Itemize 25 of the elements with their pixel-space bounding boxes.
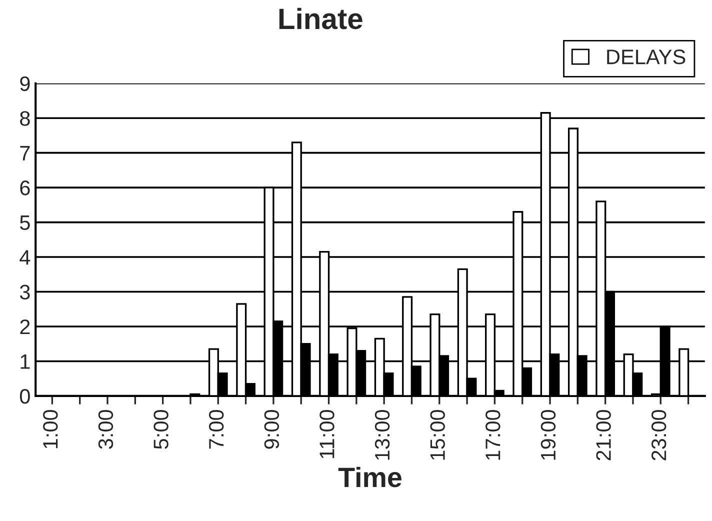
x-tick-label: 11:00 xyxy=(320,410,334,458)
y-tick-label: 1 xyxy=(20,354,30,369)
y-tick-label: 8 xyxy=(20,111,30,126)
x-tick-label: 23:00 xyxy=(651,410,666,460)
y-tick-label: 6 xyxy=(20,180,30,196)
x-tick-label: 5:00 xyxy=(154,410,168,449)
x-tick-label: 1:00 xyxy=(43,410,58,448)
x-tick-label: 9:00 xyxy=(264,410,280,449)
x-tick-label: 13:00 xyxy=(374,410,390,460)
y-tick-label: 4 xyxy=(20,250,30,265)
legend-label: DELAYS xyxy=(607,50,686,64)
x-tick-label: 7:00 xyxy=(208,410,224,449)
y-tick-label: 9 xyxy=(20,76,30,92)
y-tick-label: 7 xyxy=(20,146,30,160)
y-tick-label: 2 xyxy=(20,319,30,334)
x-tick-label: 21:00 xyxy=(596,410,611,460)
x-axis-title: Time xyxy=(338,466,402,488)
chart-title: Linate xyxy=(279,8,362,30)
y-tick-label: 5 xyxy=(20,216,30,230)
y-tick-label: 0 xyxy=(20,388,30,404)
y-tick-label: 3 xyxy=(20,284,30,300)
x-tick-label: 15:00 xyxy=(430,410,445,460)
x-tick-label: 3:00 xyxy=(98,410,114,449)
x-tick-label: 17:00 xyxy=(486,410,500,460)
x-tick-label: 19:00 xyxy=(540,410,556,460)
